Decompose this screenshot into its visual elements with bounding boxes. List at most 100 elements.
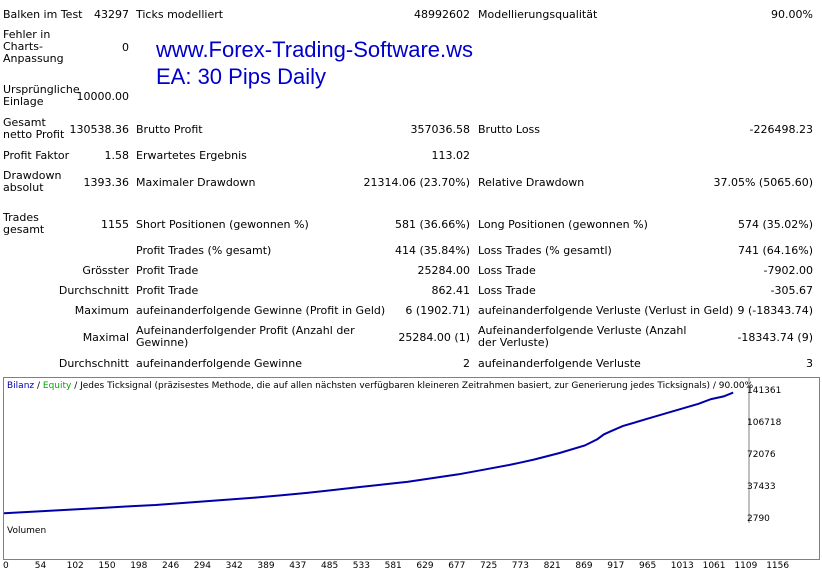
avg-wins-value: 2 <box>463 357 470 370</box>
volume-panel: Volumen <box>3 523 820 560</box>
x-tick-label: 389 <box>257 561 275 571</box>
x-tick-label: 773 <box>511 561 529 571</box>
y-tick-label: 37433 <box>747 482 776 492</box>
gross-profit-label: Brutto Profit <box>136 123 203 136</box>
max-losses-label: aufeinanderfolgende Verluste (Verlust in… <box>478 304 734 317</box>
largest-profit-value: 25284.00 <box>417 264 471 277</box>
short-positions-label: Short Positionen (gewonnen %) <box>136 218 309 231</box>
maximal-wins-value: 25284.00 (1) <box>398 331 470 344</box>
max-drawdown-label: Maximaler Drawdown <box>136 176 256 189</box>
trades-total-label: Trades gesamt <box>3 211 45 236</box>
quality-label: Modellierungsqualität <box>478 8 598 21</box>
maximum-label: Maximum <box>74 304 129 317</box>
profit-factor-label: Profit Faktor <box>3 149 70 162</box>
errors-value: 0 <box>122 41 129 54</box>
legend-sep2: / Jedes <box>71 381 108 391</box>
average-label: Durchschnitt <box>58 284 129 297</box>
x-tick-label: 198 <box>130 561 148 571</box>
largest-loss-value: -7902.00 <box>763 264 813 277</box>
x-tick-label: 629 <box>416 561 434 571</box>
loss-trades-label: Loss Trades (% gesamtl) <box>478 244 612 257</box>
x-tick-label: 437 <box>289 561 307 571</box>
legend-equity: Equity <box>42 381 72 391</box>
y-tick-label: 72076 <box>747 450 776 460</box>
avg-losses-value: 3 <box>806 357 813 370</box>
chart-header: Bilanz / Equity / Jedes Ticksignal (präz… <box>7 381 753 392</box>
legend-bilanz: Bilanz <box>7 381 35 391</box>
maximal-label: Maximal <box>82 331 129 344</box>
gross-profit-value: 357036.58 <box>410 123 471 136</box>
gross-loss-value: -226498.23 <box>749 123 813 136</box>
x-tick-label: 1061 <box>702 561 726 571</box>
expected-label: Erwartetes Ergebnis <box>136 149 247 162</box>
x-tick-label: 102 <box>66 561 84 571</box>
y-tick-label: 2790 <box>747 514 770 524</box>
profit-trades-value: 414 (35.84%) <box>394 244 470 257</box>
long-positions-label: Long Positionen (gewonnen %) <box>478 218 648 231</box>
watermark-line2: EA: 30 Pips Daily <box>156 64 326 89</box>
maximal-wins-label: Aufeinanderfolgender Profit (Anzahl der … <box>136 324 355 349</box>
quality-value: 90.00% <box>771 8 813 21</box>
rel-drawdown-label: Relative Drawdown <box>478 176 585 189</box>
largest-profit-label: Profit Trade <box>136 264 199 277</box>
net-profit-value: 130538.36 <box>69 123 130 136</box>
x-tick-label: 869 <box>575 561 593 571</box>
maximal-losses-value: -18343.74 (9) <box>737 331 813 344</box>
chart-plot <box>4 378 750 523</box>
profit-factor-value: 1.58 <box>104 149 130 162</box>
max-drawdown-value: 21314.06 (23.70%) <box>363 176 470 189</box>
x-tick-label: 294 <box>193 561 211 571</box>
x-tick-label: 485 <box>321 561 339 571</box>
x-tick-label: 1156 <box>766 561 790 571</box>
short-positions-value: 581 (36.66%) <box>394 218 470 231</box>
errors-label: Fehler in Charts-Anpassung <box>3 28 64 65</box>
x-tick-label: 533 <box>352 561 370 571</box>
x-tick-label: 725 <box>480 561 498 571</box>
x-tick-label: 1013 <box>670 561 694 571</box>
deposit-label: Ursprüngliche Einlage <box>3 83 80 108</box>
long-positions-value: 574 (35.02%) <box>737 218 813 231</box>
watermark-text: www.Forex-Trading-Software.ws EA: 30 Pip… <box>156 36 473 90</box>
profit-trades-label: Profit Trades (% gesamt) <box>136 244 272 257</box>
x-tick-label: 965 <box>639 561 657 571</box>
x-tick-label: 821 <box>543 561 561 571</box>
average2-label: Durchschnitt <box>58 357 129 370</box>
x-tick-label: 150 <box>98 561 116 571</box>
series-line-bilanz <box>4 391 734 515</box>
largest-label: Grösster <box>82 264 129 277</box>
y-tick-label: 106718 <box>747 418 782 428</box>
max-losses-value: 9 (-18343.74) <box>737 304 813 317</box>
deposit-value: 10000.00 <box>76 90 130 103</box>
legend-sep1: / <box>34 381 43 391</box>
drawdown-abs-value: 1393.36 <box>83 176 130 189</box>
ticks-value: 48992602 <box>414 8 470 21</box>
ticks-label: Ticks modelliert <box>136 8 224 21</box>
loss-trades-value: 741 (64.16%) <box>737 244 813 257</box>
avg-profit-label: Profit Trade <box>136 284 199 297</box>
volume-label: Volumen <box>7 526 47 536</box>
max-wins-value: 6 (1902.71) <box>405 304 470 317</box>
trades-total-value: 1155 <box>101 218 129 231</box>
x-tick-label: 0 <box>3 561 9 571</box>
x-tick-label: 54 <box>34 561 47 571</box>
avg-wins-label: aufeinanderfolgende Gewinne <box>136 357 303 370</box>
max-wins-label: aufeinanderfolgende Gewinne (Profit in G… <box>136 304 386 317</box>
expected-value: 113.02 <box>431 149 471 162</box>
x-tick-label: 917 <box>607 561 625 571</box>
bars-value: 43297 <box>94 8 129 21</box>
drawdown-abs-label: Drawdown absolut <box>3 169 62 194</box>
largest-loss-label: Loss Trade <box>478 264 536 277</box>
rel-drawdown-value: 37.05% (5065.60) <box>713 176 813 189</box>
x-tick-label: 581 <box>384 561 402 571</box>
x-tick-label: 1109 <box>734 561 758 571</box>
x-tick-label: 246 <box>162 561 180 571</box>
avg-profit-value: 862.41 <box>431 284 471 297</box>
x-tick-label: 342 <box>225 561 243 571</box>
balance-chart: Bilanz / Equity / Jedes Ticksignal (präz… <box>3 377 820 524</box>
avg-loss-value: -305.67 <box>770 284 813 297</box>
avg-losses-label: aufeinanderfolgende Verluste <box>478 357 641 370</box>
y-tick-label: 141361 <box>747 386 782 396</box>
gross-loss-label: Brutto Loss <box>478 123 541 136</box>
legend-description: Ticksignal (präzisestes Methode, die auf… <box>107 381 754 391</box>
avg-loss-label: Loss Trade <box>478 284 536 297</box>
